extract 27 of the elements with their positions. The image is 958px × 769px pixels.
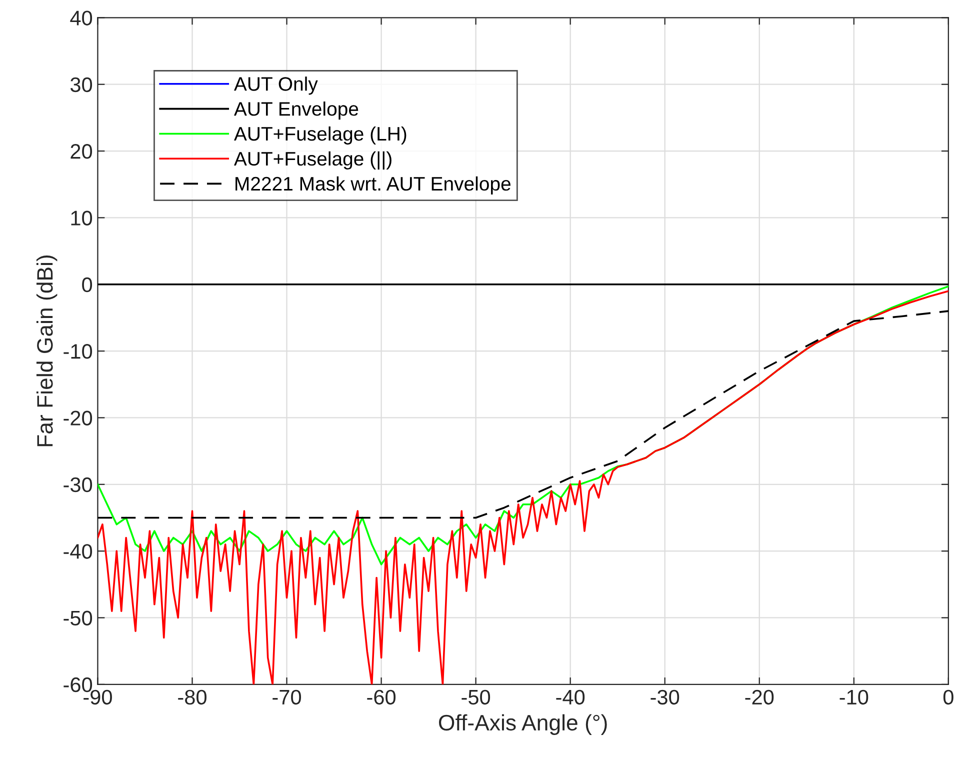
line-series <box>98 310 948 519</box>
y-tick-label: -30 <box>64 477 92 492</box>
x-tick-label: -10 <box>840 690 868 705</box>
x-tick-label: -50 <box>462 690 490 705</box>
y-axis-title: Far Field Gain (dBi) <box>36 255 58 446</box>
legend-label: AUT Envelope <box>234 102 358 120</box>
y-tick-label: 30 <box>70 77 92 92</box>
x-tick-label: -20 <box>745 690 774 705</box>
y-tick-label: -40 <box>64 544 92 559</box>
x-tick-label: -60 <box>367 690 396 705</box>
y-tick-label: -20 <box>64 410 92 426</box>
x-tick-label: 0 <box>943 690 954 705</box>
x-axis-title: Off-Axis Angle (°) <box>438 714 607 735</box>
legend-label: AUT+Fuselage (LH) <box>234 126 406 145</box>
y-tick-label: -10 <box>64 344 92 359</box>
x-tick-label: -40 <box>556 690 585 705</box>
y-tick-label: 0 <box>82 277 92 292</box>
y-tick-label: 10 <box>71 210 92 226</box>
x-tick-label: -80 <box>178 690 206 705</box>
y-tick-label: 40 <box>70 10 92 26</box>
legend-label: AUT+Fuselage (||) <box>234 151 392 170</box>
x-tick-label: -30 <box>650 690 680 705</box>
legend-label: AUT Only <box>234 76 318 95</box>
y-tick-label: -50 <box>64 610 92 626</box>
legend-label: M2221 Mask wrt. AUT Envelope <box>236 176 510 195</box>
y-tick-label: 20 <box>70 144 92 159</box>
x-tick-label: -70 <box>272 690 302 705</box>
